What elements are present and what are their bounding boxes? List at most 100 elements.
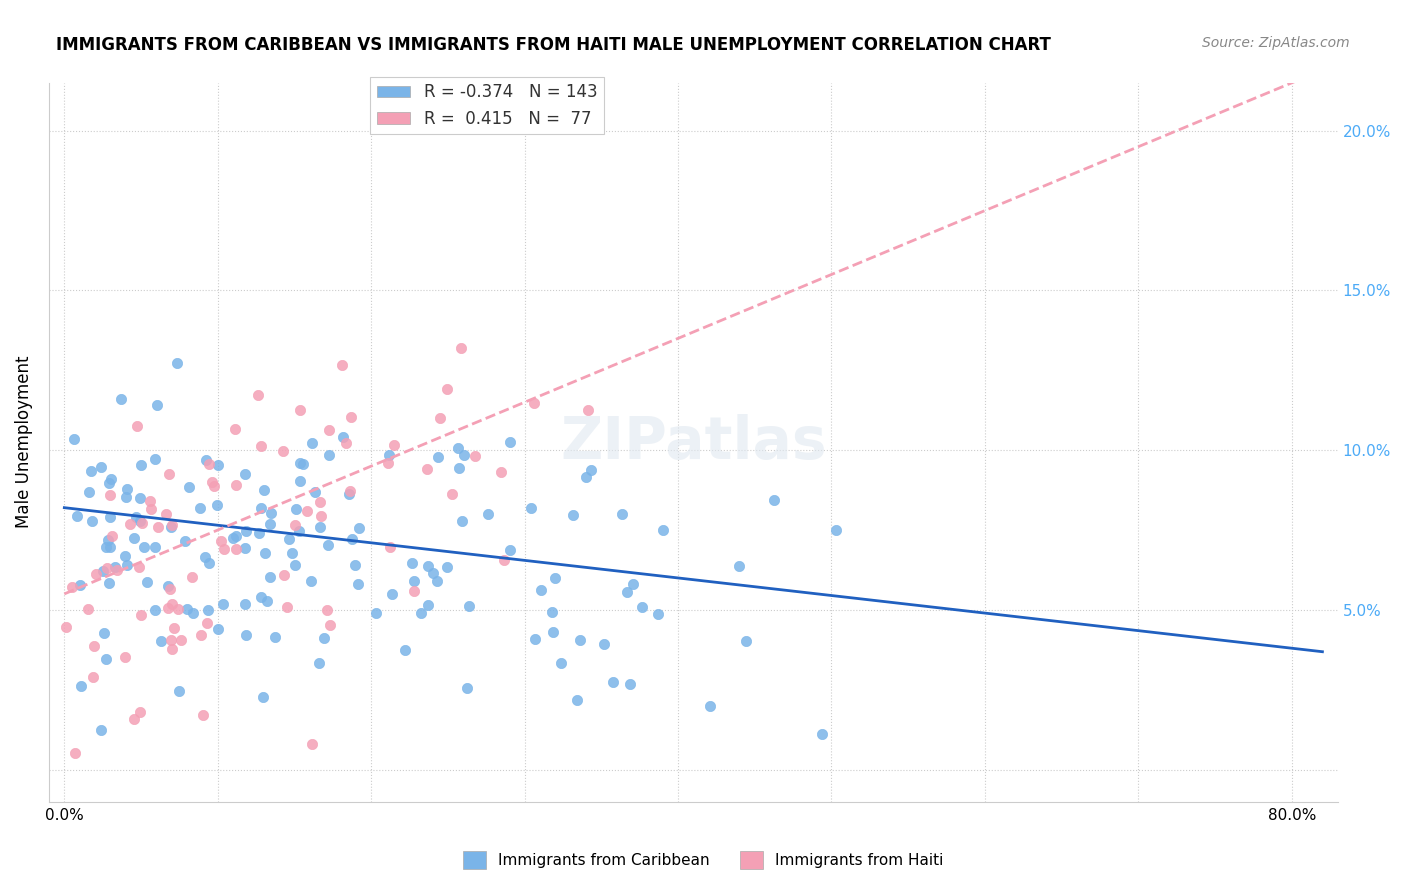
Immigrants from Haiti xyxy=(523,396,546,410)
Immigrants from Caribbean xyxy=(132,540,155,554)
Immigrants from Caribbean xyxy=(288,457,311,471)
Immigrants from Haiti xyxy=(146,520,169,534)
Immigrants from Haiti xyxy=(429,411,451,425)
Immigrants from Caribbean xyxy=(167,684,190,698)
Immigrants from Caribbean xyxy=(418,598,440,612)
Immigrants from Caribbean xyxy=(630,600,652,615)
Immigrants from Caribbean xyxy=(69,578,91,592)
Immigrants from Caribbean xyxy=(291,457,314,471)
Immigrants from Caribbean xyxy=(308,656,330,670)
Immigrants from Caribbean xyxy=(477,508,499,522)
Immigrants from Caribbean xyxy=(128,491,150,505)
Immigrants from Caribbean xyxy=(125,510,148,524)
Immigrants from Caribbean xyxy=(422,566,444,580)
Immigrants from Caribbean xyxy=(287,524,309,538)
Immigrants from Haiti xyxy=(129,608,152,623)
Immigrants from Caribbean xyxy=(734,634,756,648)
Immigrants from Haiti xyxy=(214,541,236,556)
Text: ZIPatlas: ZIPatlas xyxy=(560,414,827,471)
Immigrants from Caribbean xyxy=(177,480,200,494)
Immigrants from Caribbean xyxy=(233,467,256,482)
Immigrants from Haiti xyxy=(225,541,247,556)
Immigrants from Haiti xyxy=(436,382,458,396)
Immigrants from Caribbean xyxy=(259,570,281,584)
Immigrants from Caribbean xyxy=(621,577,644,591)
Immigrants from Caribbean xyxy=(342,532,364,546)
Text: IMMIGRANTS FROM CARIBBEAN VS IMMIGRANTS FROM HAITI MALE UNEMPLOYMENT CORRELATION: IMMIGRANTS FROM CARIBBEAN VS IMMIGRANTS … xyxy=(56,36,1052,54)
Immigrants from Haiti xyxy=(114,650,136,665)
Immigrants from Caribbean xyxy=(308,519,330,533)
Immigrants from Haiti xyxy=(128,559,150,574)
Immigrants from Haiti xyxy=(155,507,177,521)
Immigrants from Caribbean xyxy=(285,502,308,516)
Immigrants from Caribbean xyxy=(254,546,277,560)
Immigrants from Haiti xyxy=(84,567,107,582)
Immigrants from Caribbean xyxy=(499,434,522,449)
Immigrants from Haiti xyxy=(120,517,142,532)
Immigrants from Haiti xyxy=(156,600,179,615)
Immigrants from Caribbean xyxy=(259,517,281,532)
Immigrants from Caribbean xyxy=(610,507,633,521)
Immigrants from Caribbean xyxy=(80,464,103,478)
Immigrants from Haiti xyxy=(201,475,224,489)
Immigrants from Haiti xyxy=(157,467,180,481)
Immigrants from Caribbean xyxy=(115,482,138,496)
Immigrants from Caribbean xyxy=(235,628,257,642)
Immigrants from Caribbean xyxy=(825,523,848,537)
Immigrants from Caribbean xyxy=(543,625,565,640)
Immigrants from Caribbean xyxy=(426,574,449,589)
Immigrants from Caribbean xyxy=(699,698,721,713)
Immigrants from Caribbean xyxy=(347,521,370,535)
Immigrants from Caribbean xyxy=(80,514,103,528)
Immigrants from Haiti xyxy=(273,568,295,582)
Immigrants from Haiti xyxy=(330,358,353,372)
Immigrants from Caribbean xyxy=(394,642,416,657)
Immigrants from Haiti xyxy=(124,712,146,726)
Immigrants from Haiti xyxy=(167,601,190,615)
Immigrants from Haiti xyxy=(339,483,361,498)
Immigrants from Haiti xyxy=(131,516,153,530)
Immigrants from Caribbean xyxy=(447,461,470,475)
Immigrants from Caribbean xyxy=(458,599,481,613)
Immigrants from Caribbean xyxy=(143,452,166,467)
Immigrants from Caribbean xyxy=(252,690,274,704)
Immigrants from Caribbean xyxy=(575,470,598,484)
Immigrants from Haiti xyxy=(225,477,247,491)
Immigrants from Haiti xyxy=(450,341,472,355)
Immigrants from Haiti xyxy=(315,603,337,617)
Immigrants from Caribbean xyxy=(366,606,388,620)
Immigrants from Caribbean xyxy=(233,541,256,556)
Immigrants from Haiti xyxy=(319,618,342,632)
Immigrants from Haiti xyxy=(160,518,183,533)
Immigrants from Caribbean xyxy=(65,508,87,523)
Immigrants from Haiti xyxy=(489,465,512,479)
Immigrants from Caribbean xyxy=(146,398,169,412)
Immigrants from Haiti xyxy=(96,561,118,575)
Immigrants from Caribbean xyxy=(207,458,229,472)
Immigrants from Haiti xyxy=(190,628,212,642)
Immigrants from Haiti xyxy=(440,487,463,501)
Immigrants from Haiti xyxy=(301,737,323,751)
Immigrants from Caribbean xyxy=(619,677,641,691)
Immigrants from Caribbean xyxy=(253,483,276,498)
Immigrants from Caribbean xyxy=(602,675,624,690)
Immigrants from Haiti xyxy=(271,443,294,458)
Immigrants from Caribbean xyxy=(616,585,638,599)
Immigrants from Caribbean xyxy=(727,558,749,573)
Immigrants from Caribbean xyxy=(222,531,245,545)
Immigrants from Caribbean xyxy=(523,632,546,647)
Immigrants from Caribbean xyxy=(198,556,221,570)
Immigrants from Caribbean xyxy=(197,603,219,617)
Immigrants from Haiti xyxy=(416,461,439,475)
Immigrants from Caribbean xyxy=(447,442,470,456)
Immigrants from Haiti xyxy=(288,403,311,417)
Immigrants from Caribbean xyxy=(499,543,522,558)
Immigrants from Caribbean xyxy=(299,574,322,588)
Immigrants from Caribbean xyxy=(288,474,311,488)
Immigrants from Caribbean xyxy=(94,540,117,554)
Immigrants from Haiti xyxy=(82,670,104,684)
Immigrants from Caribbean xyxy=(63,432,86,446)
Immigrants from Caribbean xyxy=(136,575,159,590)
Immigrants from Caribbean xyxy=(651,523,673,537)
Immigrants from Caribbean xyxy=(114,549,136,563)
